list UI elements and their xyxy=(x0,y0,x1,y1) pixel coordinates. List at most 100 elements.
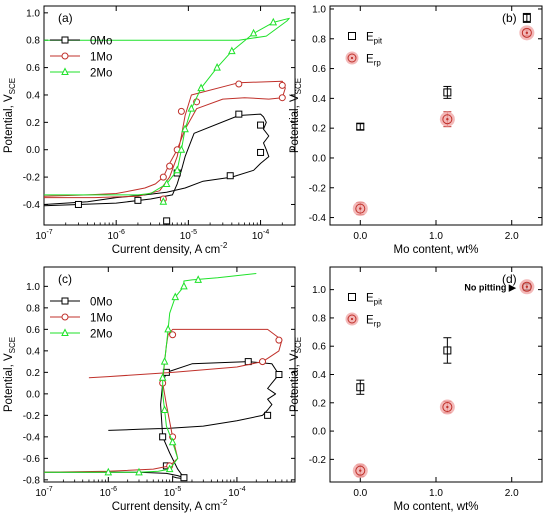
legend-name-sub: pit xyxy=(374,37,383,46)
x-tick-label: 10-5 xyxy=(164,486,181,499)
x-axis-label: Current density, A cm-2 xyxy=(112,241,228,256)
series-line xyxy=(44,17,290,196)
y-axis-label-text: Potential, V xyxy=(289,353,301,412)
y-tick-label: 0.0 xyxy=(26,389,40,400)
series-group-a xyxy=(44,17,290,225)
legend-name: E xyxy=(366,32,374,44)
x-tick-label: 10-4 xyxy=(228,486,245,499)
x-axis-label-text: Mo content, wt% xyxy=(393,501,478,513)
x-tick-base: 10 xyxy=(35,488,47,499)
y-axis-label: Potential, VSCE xyxy=(3,337,17,412)
plot-frame-c xyxy=(43,266,296,483)
data-point-0mo xyxy=(226,172,234,180)
series-line-extra xyxy=(172,475,184,480)
data-point-1mo xyxy=(275,336,283,344)
x-axis-label-sup: -2 xyxy=(220,241,228,250)
x-tick-base: 10 xyxy=(180,231,192,242)
data-point-2mo xyxy=(173,165,181,174)
data-point-2mo xyxy=(187,104,196,112)
data-point-0mo xyxy=(159,433,167,441)
y-tick-label: 0.0 xyxy=(26,145,40,156)
y-axis-label-sub: SCE xyxy=(294,78,303,94)
panel-d: -0.20.00.20.40.60.81.00.0 1.0 2.0(d)EpitEr… xyxy=(289,266,543,513)
panel-a: -0.4-0.20.00.20.40.60.81.010-7 10-6 10-5 10… xyxy=(3,5,296,256)
data-point-2mo xyxy=(168,437,177,446)
legend-name-sub: pit xyxy=(374,298,383,307)
series-erp xyxy=(352,279,535,479)
x-tick-base: 10 xyxy=(108,231,120,242)
data-point-2mo xyxy=(269,17,278,26)
data-point-0mo xyxy=(180,474,188,482)
data-point-0mo xyxy=(257,121,265,129)
panel-label-c: (c) xyxy=(58,272,72,286)
data-point-0mo xyxy=(163,217,171,225)
data-point-1mo xyxy=(278,94,286,102)
plot-frame-a xyxy=(43,5,296,226)
data-point-1mo xyxy=(259,358,267,366)
y-tick-label: -0.2 xyxy=(309,183,327,194)
x-tick-label: 10-7 xyxy=(35,229,52,242)
x-tick-exp: -4 xyxy=(263,229,269,236)
marker-center xyxy=(359,207,362,210)
y-axis-label-text: Potential, V xyxy=(3,94,15,153)
data-point-erp xyxy=(355,465,366,476)
series-2mo xyxy=(44,17,290,205)
x-tick-exp: -5 xyxy=(175,486,181,493)
legend-label: 1Mo xyxy=(90,52,112,64)
y-tick-label: 0.2 xyxy=(312,124,326,135)
x-tick-exp: -4 xyxy=(239,486,245,493)
legend-label: 2Mo xyxy=(90,329,112,341)
y-tick-label: 0.2 xyxy=(26,118,40,129)
panel-c: -0.8-0.6-0.4-0.20.00.20.40.60.81.010-7 10… xyxy=(3,266,296,513)
series-line xyxy=(44,113,270,207)
y-tick-label: 0.4 xyxy=(26,346,40,357)
y-tick-label: -0.6 xyxy=(23,454,41,465)
y-tick-label: 0.4 xyxy=(26,90,40,101)
x-axis-label-text: Current density, A cm xyxy=(112,501,220,513)
y-tick-label: 0.4 xyxy=(312,94,326,105)
series-group-d xyxy=(352,279,535,479)
data-point-erp xyxy=(442,402,453,413)
marker-center xyxy=(525,31,529,35)
data-point-2mo xyxy=(197,83,205,92)
legend-marker-center xyxy=(350,317,354,321)
x-tick-base: 10 xyxy=(35,231,47,242)
y-tick-label: -0.4 xyxy=(309,213,327,224)
data-point-2mo xyxy=(177,145,186,153)
data-point-epit xyxy=(522,13,531,22)
data-point-erp xyxy=(442,114,453,125)
marker-center xyxy=(446,118,449,121)
data-point-0mo xyxy=(235,110,243,118)
data-point-epit xyxy=(443,88,452,97)
y-tick-label: 0.0 xyxy=(312,427,326,438)
x-tick-base: 10 xyxy=(252,231,264,242)
legend-marker xyxy=(348,293,356,301)
x-axis-label: Current density, A cm-2 xyxy=(112,498,228,513)
panel-label-b: (b) xyxy=(502,11,517,25)
y-tick-label: 0.4 xyxy=(312,370,326,381)
y-axis-label-text: Potential, V xyxy=(3,353,15,412)
legend-b: Epit Erp xyxy=(345,32,383,68)
x-tick-label: 2.0 xyxy=(505,231,519,242)
panel-label-d: (d) xyxy=(502,272,517,286)
data-point-2mo xyxy=(213,62,221,71)
y-tick-label: 0.8 xyxy=(312,313,326,324)
x-axis-label: Mo content, wt% xyxy=(393,501,478,513)
legend-label: Epit xyxy=(366,32,383,46)
legend-marker xyxy=(347,314,357,324)
legend-name-sub: rp xyxy=(374,320,382,329)
x-tick-label: 10-6 xyxy=(108,229,125,242)
legend-label: Erp xyxy=(366,54,381,68)
x-tick-label: 10-4 xyxy=(252,229,269,242)
x-tick-exp: -5 xyxy=(191,229,197,236)
y-tick-label: 0.6 xyxy=(26,325,40,336)
y-tick-label: 0.2 xyxy=(26,368,40,379)
data-point-erp xyxy=(521,281,532,292)
y-tick-label: -0.4 xyxy=(23,200,41,211)
data-point-1mo xyxy=(166,162,174,170)
legend-marker xyxy=(61,52,69,60)
marker-center xyxy=(446,405,449,409)
data-point-2mo xyxy=(171,292,180,301)
y-axis-label-sub: SCE xyxy=(294,337,303,353)
